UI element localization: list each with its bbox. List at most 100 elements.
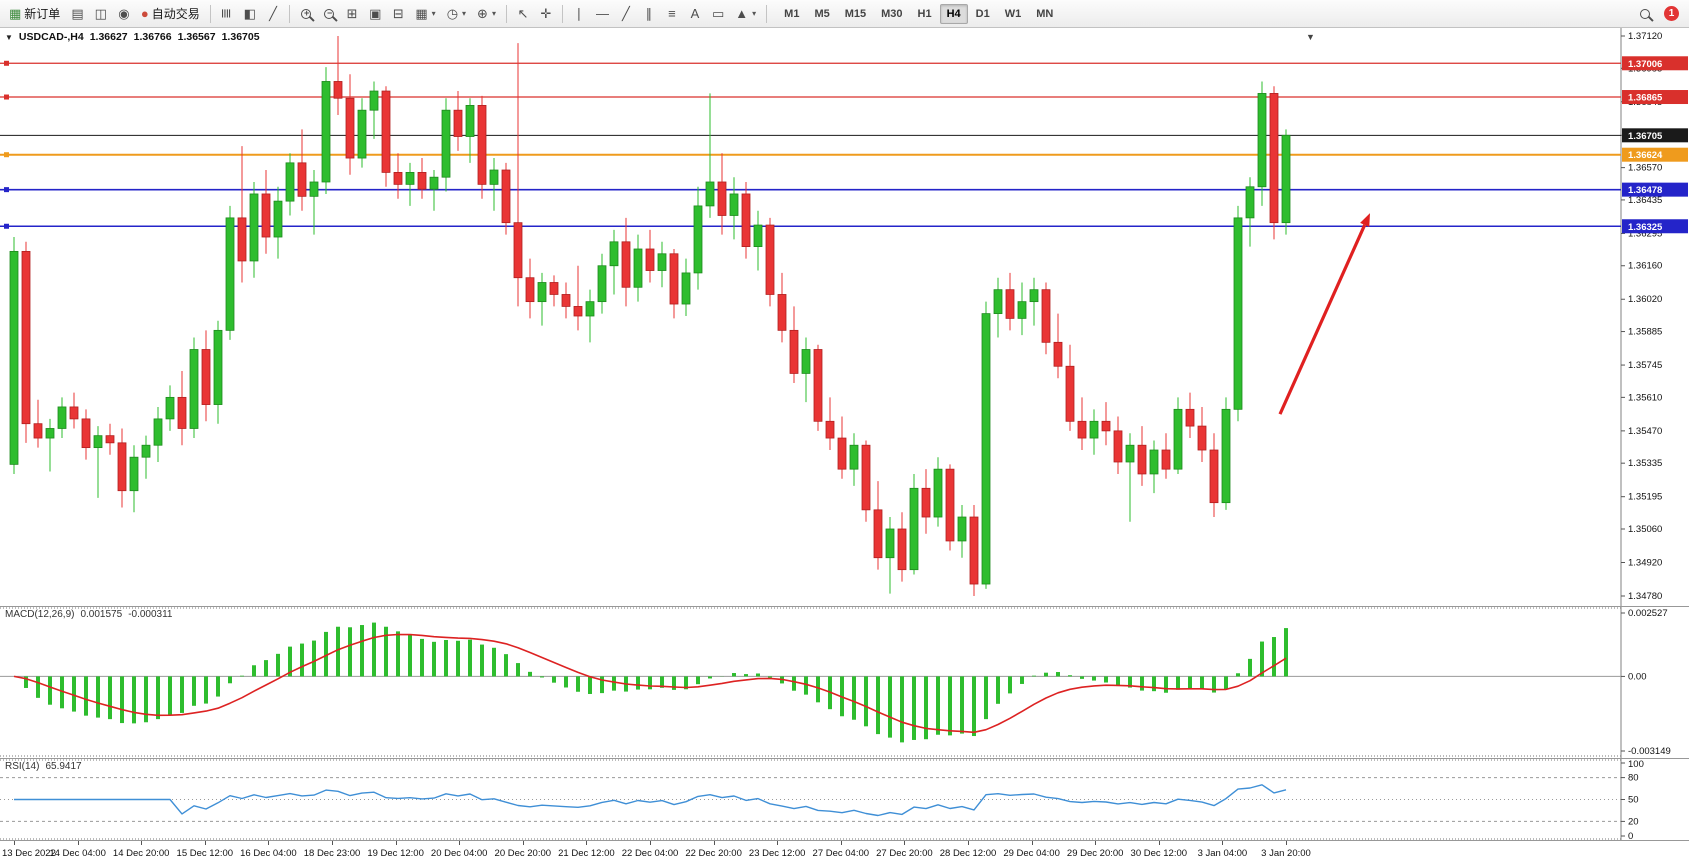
candle [1065, 365, 1075, 422]
candle [753, 224, 763, 247]
price-axis-label: 1.34780 [1628, 591, 1662, 602]
vertical-line-button[interactable]: ∣ [568, 3, 590, 25]
candle [681, 272, 691, 305]
timeframe-h4-button[interactable]: H4 [939, 3, 968, 24]
period-button[interactable]: ◷ ▾ [442, 3, 471, 25]
search-button[interactable] [1634, 3, 1656, 25]
text-label-button[interactable]: ▭ [707, 3, 729, 25]
candle [81, 418, 91, 449]
macd-canvas[interactable]: 0.002527 0.00 -0.003149 [0, 607, 1689, 758]
cursor-button[interactable]: ↖ [512, 3, 534, 25]
price-axis-label: 1.35060 [1628, 524, 1662, 535]
timeframe-w1-button[interactable]: W1 [1004, 7, 1022, 20]
toolbar-left-group: ▦ 新订单 ▤ ◫ ◉ ● 自动交易 ≣ ◧ ╱ + − ⊞ ▣ ⊟ ▦ ▾ ◷ ▾ ⊕ ▾ ↖ ✛ ∣ ― ╱ ∥ ≡ A ▭ ▲ ▾ [4, 3, 771, 25]
line-anchor-handle[interactable] [4, 223, 9, 229]
svg-text:1.36478: 1.36478 [1628, 185, 1662, 196]
collapse-triangle-icon[interactable]: ▼ [5, 32, 13, 42]
price-axis-label: 1.35745 [1628, 360, 1662, 371]
candle [1113, 430, 1123, 463]
tile-windows-button[interactable]: ⊞ [341, 3, 363, 25]
zoom-in-button[interactable]: + [295, 3, 317, 25]
price-axis-label: 1.36435 [1628, 195, 1662, 206]
new-chart-button[interactable]: ▦ ▾ [410, 3, 440, 25]
bar-chart-type-button[interactable]: ≣ [216, 3, 238, 25]
time-tick [1222, 841, 1224, 845]
chart-window-button[interactable]: ▤ [66, 3, 88, 25]
svg-text:1.36705: 1.36705 [1628, 131, 1663, 142]
trendline-icon: ╱ [622, 6, 630, 21]
candlestick-type-button[interactable]: ◧ [239, 3, 261, 25]
timeframe-mn-button[interactable]: MN [1036, 7, 1054, 20]
profiles-button[interactable]: ◫ [90, 3, 112, 25]
time-tick [1095, 841, 1097, 845]
candle [969, 516, 979, 585]
chart-shift-marker[interactable]: ▼ [1306, 32, 1315, 42]
line-chart-type-button[interactable]: ╱ [262, 3, 284, 25]
price-chart-canvas[interactable]: 1.371201.369851.368451.367051.365701.364… [0, 28, 1689, 606]
time-axis-label: 27 Dec 20:00 [876, 848, 933, 859]
candle [1029, 289, 1039, 303]
rsi-canvas[interactable]: 100 80 50 20 0 [0, 759, 1689, 840]
time-tick [1031, 841, 1033, 845]
fibonacci-button[interactable]: ≡ [661, 3, 683, 25]
line-chart-type-icon: ╱ [269, 6, 277, 21]
line-anchor-handle[interactable] [4, 152, 9, 158]
candle [117, 442, 127, 492]
arrange-windows-button[interactable]: ⊟ [387, 3, 409, 25]
rsi-axis-label: 100 [1628, 759, 1644, 770]
notifications-badge[interactable]: 1 [1664, 6, 1679, 21]
candle [141, 444, 151, 458]
cascade-windows-button[interactable]: ▣ [364, 3, 386, 25]
candle [261, 193, 271, 238]
text-button[interactable]: A [684, 3, 706, 25]
horizontal-line-button[interactable]: ― [591, 3, 614, 25]
macd-signal-value: -0.000311 [128, 609, 173, 620]
cascade-windows-icon: ▣ [369, 6, 382, 21]
caret-down-icon: ▾ [431, 9, 436, 18]
time-axis-label: 28 Dec 12:00 [939, 848, 997, 859]
timeframe-m15-button[interactable]: M15 [844, 7, 867, 20]
trendline-button[interactable]: ╱ [615, 3, 637, 25]
indicators-button[interactable]: ⊕ ▾ [472, 3, 501, 25]
rsi-line [14, 784, 1287, 817]
line-anchor-handle[interactable] [4, 60, 9, 66]
crosshair-button[interactable]: ✛ [535, 3, 557, 25]
candle [561, 294, 571, 307]
candle [405, 172, 415, 185]
timeframe-m5-button[interactable]: M5 [814, 7, 830, 20]
vertical-line-icon: ∣ [575, 6, 583, 21]
rsi-name: RSI(14) [5, 761, 40, 772]
macd-pane[interactable]: 0.002527 0.00 -0.003149 MACD(12,26,9) 0.00… [0, 606, 1689, 758]
autotrading-button[interactable]: ● 自动交易 [136, 3, 205, 25]
zoom-out-button[interactable]: − [318, 3, 340, 25]
macd-axis-label: -0.003149 [1628, 746, 1671, 757]
channel-button[interactable]: ∥ [638, 3, 660, 25]
new-order-button[interactable]: ▦ 新订单 [4, 3, 65, 25]
timeframe-h1-button[interactable]: H1 [917, 7, 932, 20]
caret-down-icon: ▾ [752, 9, 757, 18]
line-anchor-handle[interactable] [4, 187, 9, 193]
candle [333, 81, 343, 99]
time-axis[interactable]: 13 Dec 2022 14 Dec 04:00 14 Dec 20:00 15 De… [0, 840, 1689, 863]
shapes-button[interactable]: ▲ ▾ [730, 3, 761, 25]
timeframe-d1-button[interactable]: D1 [975, 7, 990, 20]
timeframe-m1-button[interactable]: M1 [784, 7, 800, 20]
candle [9, 250, 19, 465]
zoom-in-icon: + [301, 8, 312, 19]
svg-text:1.36325: 1.36325 [1628, 222, 1663, 233]
close-value: 1.36705 [221, 31, 260, 43]
line-anchor-handle[interactable] [4, 94, 9, 100]
history-center-icon: ◉ [118, 6, 130, 21]
price-tag: 1.36705 [1622, 128, 1688, 143]
timeframe-m30-button[interactable]: M30 [881, 7, 903, 20]
price-pane[interactable]: 1.371201.369851.368451.367051.365701.364… [0, 28, 1689, 606]
arrange-windows-icon: ⊟ [392, 6, 404, 21]
svg-text:1.36624: 1.36624 [1628, 150, 1663, 161]
rsi-pane[interactable]: 100 80 50 20 0 RSI(14) 65.9417 [0, 758, 1689, 840]
svg-text:1.37006: 1.37006 [1628, 59, 1662, 70]
profiles-icon: ◫ [94, 6, 107, 21]
history-center-button[interactable]: ◉ [113, 3, 135, 25]
candle [297, 162, 307, 197]
trend-arrow[interactable] [1278, 224, 1367, 415]
macd-label: MACD(12,26,9) 0.001575 -0.000311 [5, 609, 172, 620]
